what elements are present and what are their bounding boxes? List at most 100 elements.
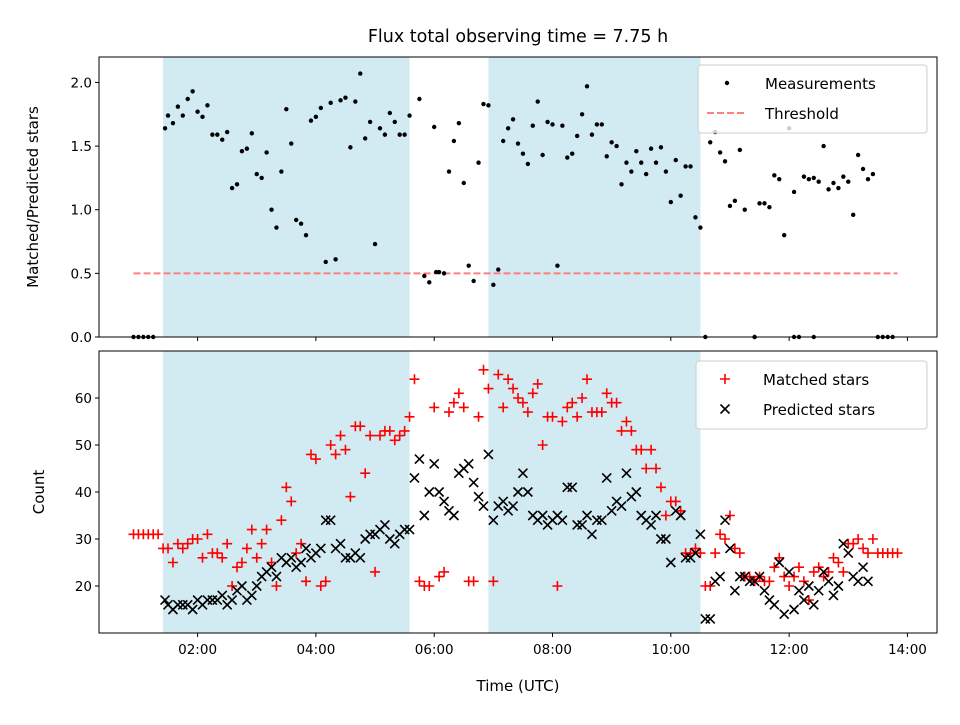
measurement-point — [328, 100, 333, 106]
matched-star-marker — [779, 571, 790, 582]
matched-star-marker — [838, 566, 849, 577]
matched-star-marker — [236, 557, 247, 568]
matched-star-marker — [828, 552, 839, 563]
matched-star-marker — [646, 444, 657, 455]
matched-star-marker — [710, 548, 721, 559]
measurement-point — [510, 117, 516, 122]
predicted-star-marker — [675, 510, 686, 521]
measurement-point — [461, 180, 466, 186]
legend-predicted-marker — [719, 403, 731, 415]
predicted-star-marker — [759, 585, 770, 596]
predicted-star-marker — [715, 571, 726, 582]
predicted-star-marker — [286, 552, 297, 563]
predicted-star-marker — [769, 599, 780, 610]
bottom-y-tick-label: 30 — [75, 532, 92, 548]
matched-star-marker — [803, 595, 814, 606]
measurement-point — [619, 182, 624, 187]
bottom-y-axis-label: Count — [30, 470, 48, 515]
x-tick-label: 12:00 — [770, 642, 809, 658]
measurement-point — [249, 131, 255, 136]
predicted-star-marker — [315, 543, 326, 554]
measurement-point — [486, 103, 491, 108]
predicted-star-marker — [522, 486, 533, 498]
top-shaded-intervals — [163, 57, 701, 337]
measurement-point — [224, 129, 230, 135]
matched-star-marker — [389, 435, 400, 446]
measurement-point — [303, 232, 309, 238]
measurement-point — [722, 159, 728, 164]
predicted-star-marker — [660, 533, 671, 545]
predicted-star-marker — [818, 566, 829, 577]
matched-star-marker — [182, 538, 193, 549]
measurement-point — [673, 157, 678, 163]
measurement-point — [742, 207, 747, 212]
predicted-star-markers — [159, 449, 874, 624]
predicted-star-marker — [586, 529, 598, 540]
measurement-point — [781, 232, 787, 238]
matched-star-marker — [705, 581, 716, 591]
matched-star-marker — [720, 534, 731, 544]
matched-star-marker — [498, 402, 509, 413]
predicted-star-marker — [217, 590, 228, 601]
top-y-tick-label: 0.5 — [71, 266, 92, 282]
predicted-star-marker — [389, 538, 400, 549]
measurement-point — [162, 126, 168, 131]
measurement-point — [757, 201, 762, 206]
matched-star-marker — [517, 397, 528, 408]
matched-star-marker — [394, 430, 405, 441]
measurement-point — [234, 182, 240, 187]
matched-star-marker — [833, 557, 844, 568]
matched-star-marker — [340, 444, 351, 455]
measurement-point — [629, 169, 634, 174]
matched-star-marker — [241, 543, 252, 554]
measurement-point — [653, 160, 659, 165]
measurement-point — [313, 114, 319, 120]
measurement-point — [417, 96, 422, 102]
measurement-point — [732, 198, 738, 204]
measurement-point — [727, 203, 733, 209]
legend-matched-label: Matched stars — [763, 371, 869, 389]
matched-star-marker — [365, 430, 376, 441]
predicted-star-marker — [705, 613, 716, 624]
predicted-star-marker — [379, 519, 390, 530]
matched-star-marker — [892, 548, 903, 559]
matched-star-marker — [443, 407, 454, 418]
matched-star-marker — [862, 548, 873, 559]
matched-star-marker — [522, 407, 533, 418]
predicted-star-marker — [754, 571, 765, 582]
predicted-star-marker — [463, 458, 474, 469]
measurement-point — [185, 96, 190, 102]
predicted-star-marker — [404, 524, 415, 535]
predicted-star-marker — [808, 599, 819, 610]
matched-star-marker — [552, 581, 563, 591]
matched-star-marker — [774, 552, 785, 563]
predicted-star-marker — [478, 501, 489, 512]
matched-star-marker — [202, 529, 213, 540]
x-axis-label: Time (UTC) — [476, 677, 560, 695]
measurement-point — [831, 180, 836, 186]
predicted-star-marker — [517, 468, 528, 479]
matched-star-markers — [128, 364, 903, 606]
predicted-star-marker — [483, 449, 494, 460]
top-y-tick-label: 1.0 — [71, 203, 92, 219]
measurement-point — [215, 132, 220, 137]
matched-star-marker — [601, 388, 612, 399]
bottom-y-ticks: 20 30 40 50 60 — [75, 391, 99, 595]
top-axes-frame — [98, 56, 938, 338]
measurement-point — [387, 110, 393, 116]
bottom-legend: Matched stars Predicted stars — [695, 360, 928, 430]
top-legend-box — [697, 64, 928, 134]
measurement-point — [436, 269, 442, 275]
top-shaded-interval — [488, 57, 701, 337]
predicted-star-marker — [621, 468, 632, 479]
measurement-point — [353, 99, 358, 104]
measurement-point — [274, 225, 279, 230]
matched-star-marker — [409, 374, 420, 385]
top-y-axis-label: Matched/Predicted stars — [24, 106, 42, 288]
predicted-star-marker — [567, 482, 578, 493]
measurement-point — [851, 212, 856, 218]
predicted-star-marker — [246, 590, 257, 601]
matched-star-marker — [439, 566, 450, 577]
predicted-star-marker — [325, 515, 336, 526]
